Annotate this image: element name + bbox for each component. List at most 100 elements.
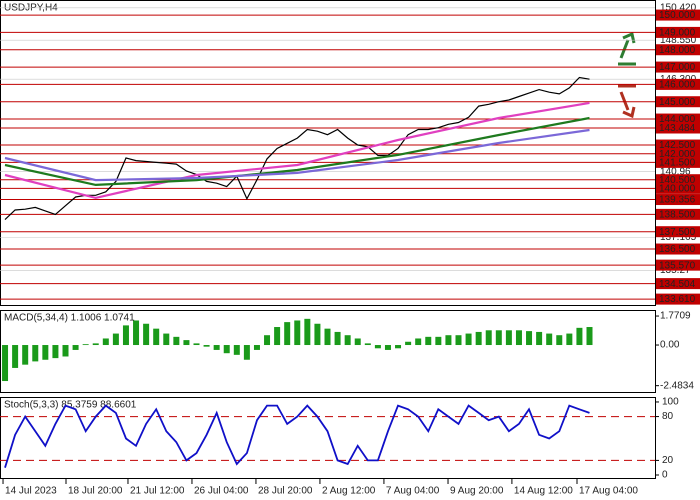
bar	[334, 331, 341, 346]
bar	[42, 345, 49, 360]
level-box	[656, 174, 700, 186]
line-series	[4, 128, 590, 182]
y-tick-label: -2.4834	[660, 380, 694, 391]
bar	[32, 345, 39, 362]
bar	[193, 343, 200, 346]
bar	[163, 333, 170, 346]
y-tick-label: 148.550	[660, 35, 697, 46]
line-series	[4, 76, 590, 221]
bar	[485, 330, 492, 346]
bar	[253, 345, 260, 350]
bar	[395, 345, 402, 349]
bar	[72, 345, 79, 350]
line-series	[4, 116, 590, 187]
y-tick-label: 100	[662, 397, 679, 408]
bar	[455, 335, 462, 346]
y-tick-label: 145.000	[659, 97, 696, 108]
bar	[62, 345, 69, 357]
bar	[324, 328, 331, 346]
y-tick-label: 1.7709	[660, 311, 691, 322]
bar	[354, 338, 361, 346]
x-tick-label: 26 Jul 04:00	[194, 486, 249, 497]
y-tick-label: 136.500	[659, 244, 696, 255]
y-tick-label: 150.420	[660, 2, 697, 13]
level-box	[656, 156, 700, 168]
y-tick-label: 148.000	[659, 45, 696, 56]
bar	[495, 330, 502, 346]
bar	[515, 330, 522, 346]
bar	[122, 325, 129, 346]
bar	[233, 345, 240, 355]
pane-border	[0, 397, 656, 479]
bar	[425, 336, 432, 346]
y-tick-label: 141.500	[659, 158, 696, 169]
bar	[374, 345, 381, 349]
level-box	[656, 226, 700, 238]
bar	[112, 333, 119, 346]
bar	[576, 327, 583, 346]
bar	[435, 336, 442, 346]
pane-border	[0, 0, 656, 306]
x-tick-label: 14 Jul 2023	[5, 486, 57, 497]
level-box	[656, 278, 700, 290]
bar	[364, 343, 371, 346]
bar	[183, 340, 190, 346]
level-box	[656, 259, 700, 271]
bar	[213, 345, 220, 350]
bar	[294, 320, 301, 346]
macd-title: MACD(5,34,4) 1.1006 1.0741	[4, 313, 135, 324]
bar	[344, 335, 351, 346]
chart-title: USDJPY,H4	[4, 3, 58, 14]
line-series	[4, 404, 590, 468]
level-box	[656, 293, 700, 305]
bar	[153, 328, 160, 346]
x-tick-label: 17 Aug 04:00	[579, 486, 638, 497]
y-tick-label: 147.000	[659, 62, 696, 73]
bar	[52, 345, 59, 359]
y-tick-label: 0.00	[660, 340, 680, 351]
bar	[274, 327, 281, 346]
bar	[284, 322, 291, 346]
level-box	[656, 78, 700, 90]
bar	[304, 318, 311, 346]
bar	[415, 338, 422, 346]
y-tick-label: 137.500	[659, 227, 696, 238]
bar	[566, 333, 573, 346]
level-box	[656, 194, 700, 206]
level-box	[656, 61, 700, 73]
x-tick-label: 2 Aug 12:00	[322, 486, 376, 497]
bar	[314, 323, 321, 346]
y-tick-label: 134.504	[659, 279, 696, 290]
bar	[143, 323, 150, 346]
y-tick-label: 139.356	[659, 195, 696, 206]
y-tick-label: 133.610	[659, 294, 696, 305]
y-tick-label: 142.000	[659, 149, 696, 160]
bar	[586, 327, 593, 346]
level-box	[656, 139, 700, 151]
bar	[505, 330, 512, 346]
level-box	[656, 182, 700, 194]
level-box	[656, 243, 700, 255]
bar	[445, 335, 452, 346]
x-tick-label: 9 Aug 20:00	[450, 486, 504, 497]
y-tick-label: 80	[662, 411, 674, 422]
bar	[405, 341, 412, 346]
bar	[465, 333, 472, 346]
y-tick-label: 142.500	[659, 140, 696, 151]
level-box	[656, 96, 700, 108]
x-tick-label: 18 Jul 20:00	[68, 486, 123, 497]
level-box	[656, 113, 700, 125]
x-tick-label: 21 Jul 12:00	[130, 486, 185, 497]
y-tick-label: 140.000	[659, 184, 696, 195]
bar	[384, 345, 391, 350]
y-tick-label: 140.96	[660, 166, 691, 177]
x-tick-label: 14 Aug 12:00	[514, 486, 573, 497]
bar	[556, 335, 563, 346]
bar	[546, 333, 553, 346]
y-tick-label: 140.500	[659, 175, 696, 186]
x-tick-label: 28 Jul 20:00	[258, 486, 313, 497]
level-box	[656, 9, 700, 21]
bar	[264, 335, 271, 346]
